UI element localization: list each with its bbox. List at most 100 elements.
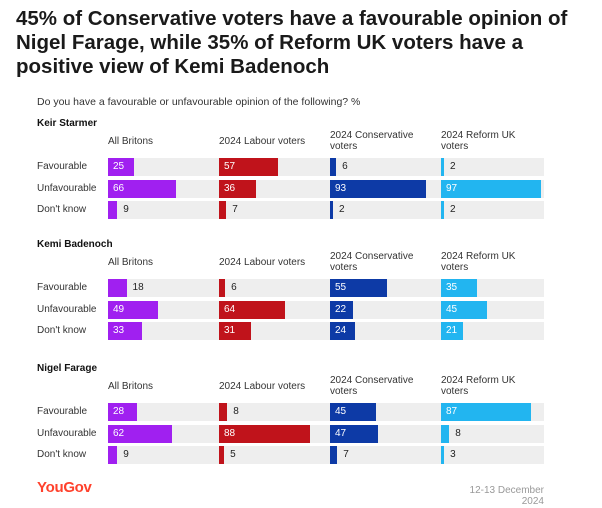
data-label: 22 xyxy=(335,303,347,315)
row-label-unfavourable: Unfavourable xyxy=(37,182,97,194)
data-label: 35 xyxy=(446,282,458,293)
column-header-2024-conservative-voters: 2024 Conservative voters xyxy=(330,251,414,273)
bar-nigel-farage-all-britons-favourable xyxy=(108,403,137,421)
bar-keir-starmer-2024-labour-voters-unfavourable xyxy=(219,179,257,198)
row-label-don-t-know: Don't know xyxy=(37,204,87,215)
data-label: 8 xyxy=(233,406,239,417)
data-label: 33 xyxy=(113,325,125,336)
column-header-all-britons: All Britons xyxy=(108,136,154,147)
data-label: 49 xyxy=(113,303,125,315)
bar-kemi-badenoch-all-britons-don-t-know xyxy=(108,322,142,340)
data-label: 3 xyxy=(450,449,456,460)
data-label: 36 xyxy=(224,182,236,194)
bar-kemi-badenoch-2024-labour-voters-favourable xyxy=(219,279,226,297)
bar-nigel-farage-2024-reform-uk-voters-unfavourable xyxy=(441,424,450,443)
row-background xyxy=(108,446,544,464)
survey-date: 12-13 December 2024 xyxy=(469,485,544,507)
data-label: 2 xyxy=(339,204,345,215)
column-header-all-britons: All Britons xyxy=(108,257,154,268)
bar-kemi-badenoch-2024-conservative-voters-don-t-know xyxy=(330,322,355,340)
data-label: 24 xyxy=(335,325,347,336)
bar-kemi-badenoch-2024-reform-uk-voters-don-t-know xyxy=(441,322,463,340)
data-label: 21 xyxy=(446,325,458,336)
row-background xyxy=(108,322,544,340)
data-label: 9 xyxy=(123,449,129,460)
column-header-2024-reform-uk-voters: 2024 Reform UK voters xyxy=(441,130,516,152)
data-label: 88 xyxy=(224,427,236,439)
row-background xyxy=(108,403,544,421)
row-label-don-t-know: Don't know xyxy=(37,449,87,460)
yougov-logo: YouGov xyxy=(37,479,92,496)
bar-nigel-farage-2024-labour-voters-favourable xyxy=(219,403,228,421)
data-label: 6 xyxy=(231,282,237,293)
data-label: 55 xyxy=(335,282,347,293)
column-header-2024-reform-uk-voters: 2024 Reform UK voters xyxy=(441,375,516,397)
bar-nigel-farage-2024-reform-uk-voters-don-t-know xyxy=(441,446,445,464)
row-label-favourable: Favourable xyxy=(37,161,88,172)
row-background xyxy=(108,179,544,198)
data-label: 28 xyxy=(113,406,125,417)
bar-keir-starmer-all-britons-unfavourable xyxy=(108,179,176,198)
bar-keir-starmer-2024-reform-uk-voters-favourable xyxy=(441,158,444,176)
data-label: 18 xyxy=(132,282,144,293)
bar-nigel-farage-2024-conservative-voters-favourable xyxy=(330,403,377,421)
bar-keir-starmer-2024-labour-voters-don-t-know xyxy=(219,201,227,219)
data-label: 45 xyxy=(446,303,458,315)
row-background xyxy=(108,201,544,219)
data-label: 66 xyxy=(113,182,125,194)
column-header-2024-labour-voters: 2024 Labour voters xyxy=(219,381,306,392)
bar-keir-starmer-2024-conservative-voters-unfavourable xyxy=(330,179,426,198)
row-label-favourable: Favourable xyxy=(37,282,88,293)
data-label: 57 xyxy=(224,161,236,172)
row-label-don-t-know: Don't know xyxy=(37,325,87,336)
data-label: 7 xyxy=(232,204,238,215)
chart-title: 45% of Conservative voters have a favour… xyxy=(16,7,568,78)
bar-nigel-farage-2024-reform-uk-voters-favourable xyxy=(441,403,531,421)
column-header-all-britons: All Britons xyxy=(108,381,154,392)
data-label: 87 xyxy=(446,406,458,417)
data-label: 47 xyxy=(335,427,347,439)
data-label: 31 xyxy=(224,325,236,336)
bar-keir-starmer-2024-reform-uk-voters-don-t-know xyxy=(441,201,444,219)
bar-nigel-farage-all-britons-don-t-know xyxy=(108,446,118,464)
bar-keir-starmer-2024-conservative-voters-don-t-know xyxy=(330,201,333,219)
bar-kemi-badenoch-2024-reform-uk-voters-unfavourable xyxy=(441,300,488,319)
bar-kemi-badenoch-all-britons-unfavourable xyxy=(108,300,159,319)
row-background xyxy=(108,279,544,297)
bar-nigel-farage-2024-conservative-voters-unfavourable xyxy=(330,424,379,443)
row-background xyxy=(108,300,544,319)
bar-nigel-farage-2024-labour-voters-unfavourable xyxy=(219,424,310,443)
panel-title-keir-starmer: Keir Starmer xyxy=(37,118,98,129)
row-label-unfavourable: Unfavourable xyxy=(37,303,97,315)
column-header-2024-labour-voters: 2024 Labour voters xyxy=(219,136,306,147)
bar-kemi-badenoch-2024-conservative-voters-unfavourable xyxy=(330,300,353,319)
row-label-favourable: Favourable xyxy=(37,406,88,417)
row-background xyxy=(108,158,544,176)
data-label: 64 xyxy=(224,303,236,315)
column-header-2024-conservative-voters: 2024 Conservative voters xyxy=(330,130,414,152)
row-label-unfavourable: Unfavourable xyxy=(37,427,97,439)
bar-nigel-farage-all-britons-unfavourable xyxy=(108,424,172,443)
bar-kemi-badenoch-all-britons-favourable xyxy=(108,279,127,297)
bar-nigel-farage-2024-labour-voters-don-t-know xyxy=(219,446,225,464)
chart-subtitle: Do you have a favourable or unfavourable… xyxy=(37,96,361,108)
data-label: 45 xyxy=(335,406,347,417)
bar-keir-starmer-all-britons-don-t-know xyxy=(108,201,118,219)
bar-kemi-badenoch-2024-conservative-voters-favourable xyxy=(330,279,387,297)
bar-keir-starmer-2024-reform-uk-voters-unfavourable xyxy=(441,179,541,198)
panel-title-kemi-badenoch: Kemi Badenoch xyxy=(37,239,113,250)
bar-kemi-badenoch-2024-labour-voters-unfavourable xyxy=(219,300,285,319)
panel-title-nigel-farage: Nigel Farage xyxy=(37,363,98,374)
bar-kemi-badenoch-2024-labour-voters-don-t-know xyxy=(219,322,251,340)
bar-nigel-farage-2024-conservative-voters-don-t-know xyxy=(330,446,338,464)
data-label: 5 xyxy=(230,449,236,460)
data-label: 62 xyxy=(113,427,125,439)
data-label: 2 xyxy=(450,204,456,215)
data-label: 2 xyxy=(450,161,456,172)
data-label: 7 xyxy=(343,449,349,460)
bar-kemi-badenoch-2024-reform-uk-voters-favourable xyxy=(441,279,478,297)
data-label: 8 xyxy=(455,427,461,439)
bar-keir-starmer-all-britons-favourable xyxy=(108,158,134,176)
column-header-2024-conservative-voters: 2024 Conservative voters xyxy=(330,375,414,397)
data-label: 25 xyxy=(113,161,125,172)
